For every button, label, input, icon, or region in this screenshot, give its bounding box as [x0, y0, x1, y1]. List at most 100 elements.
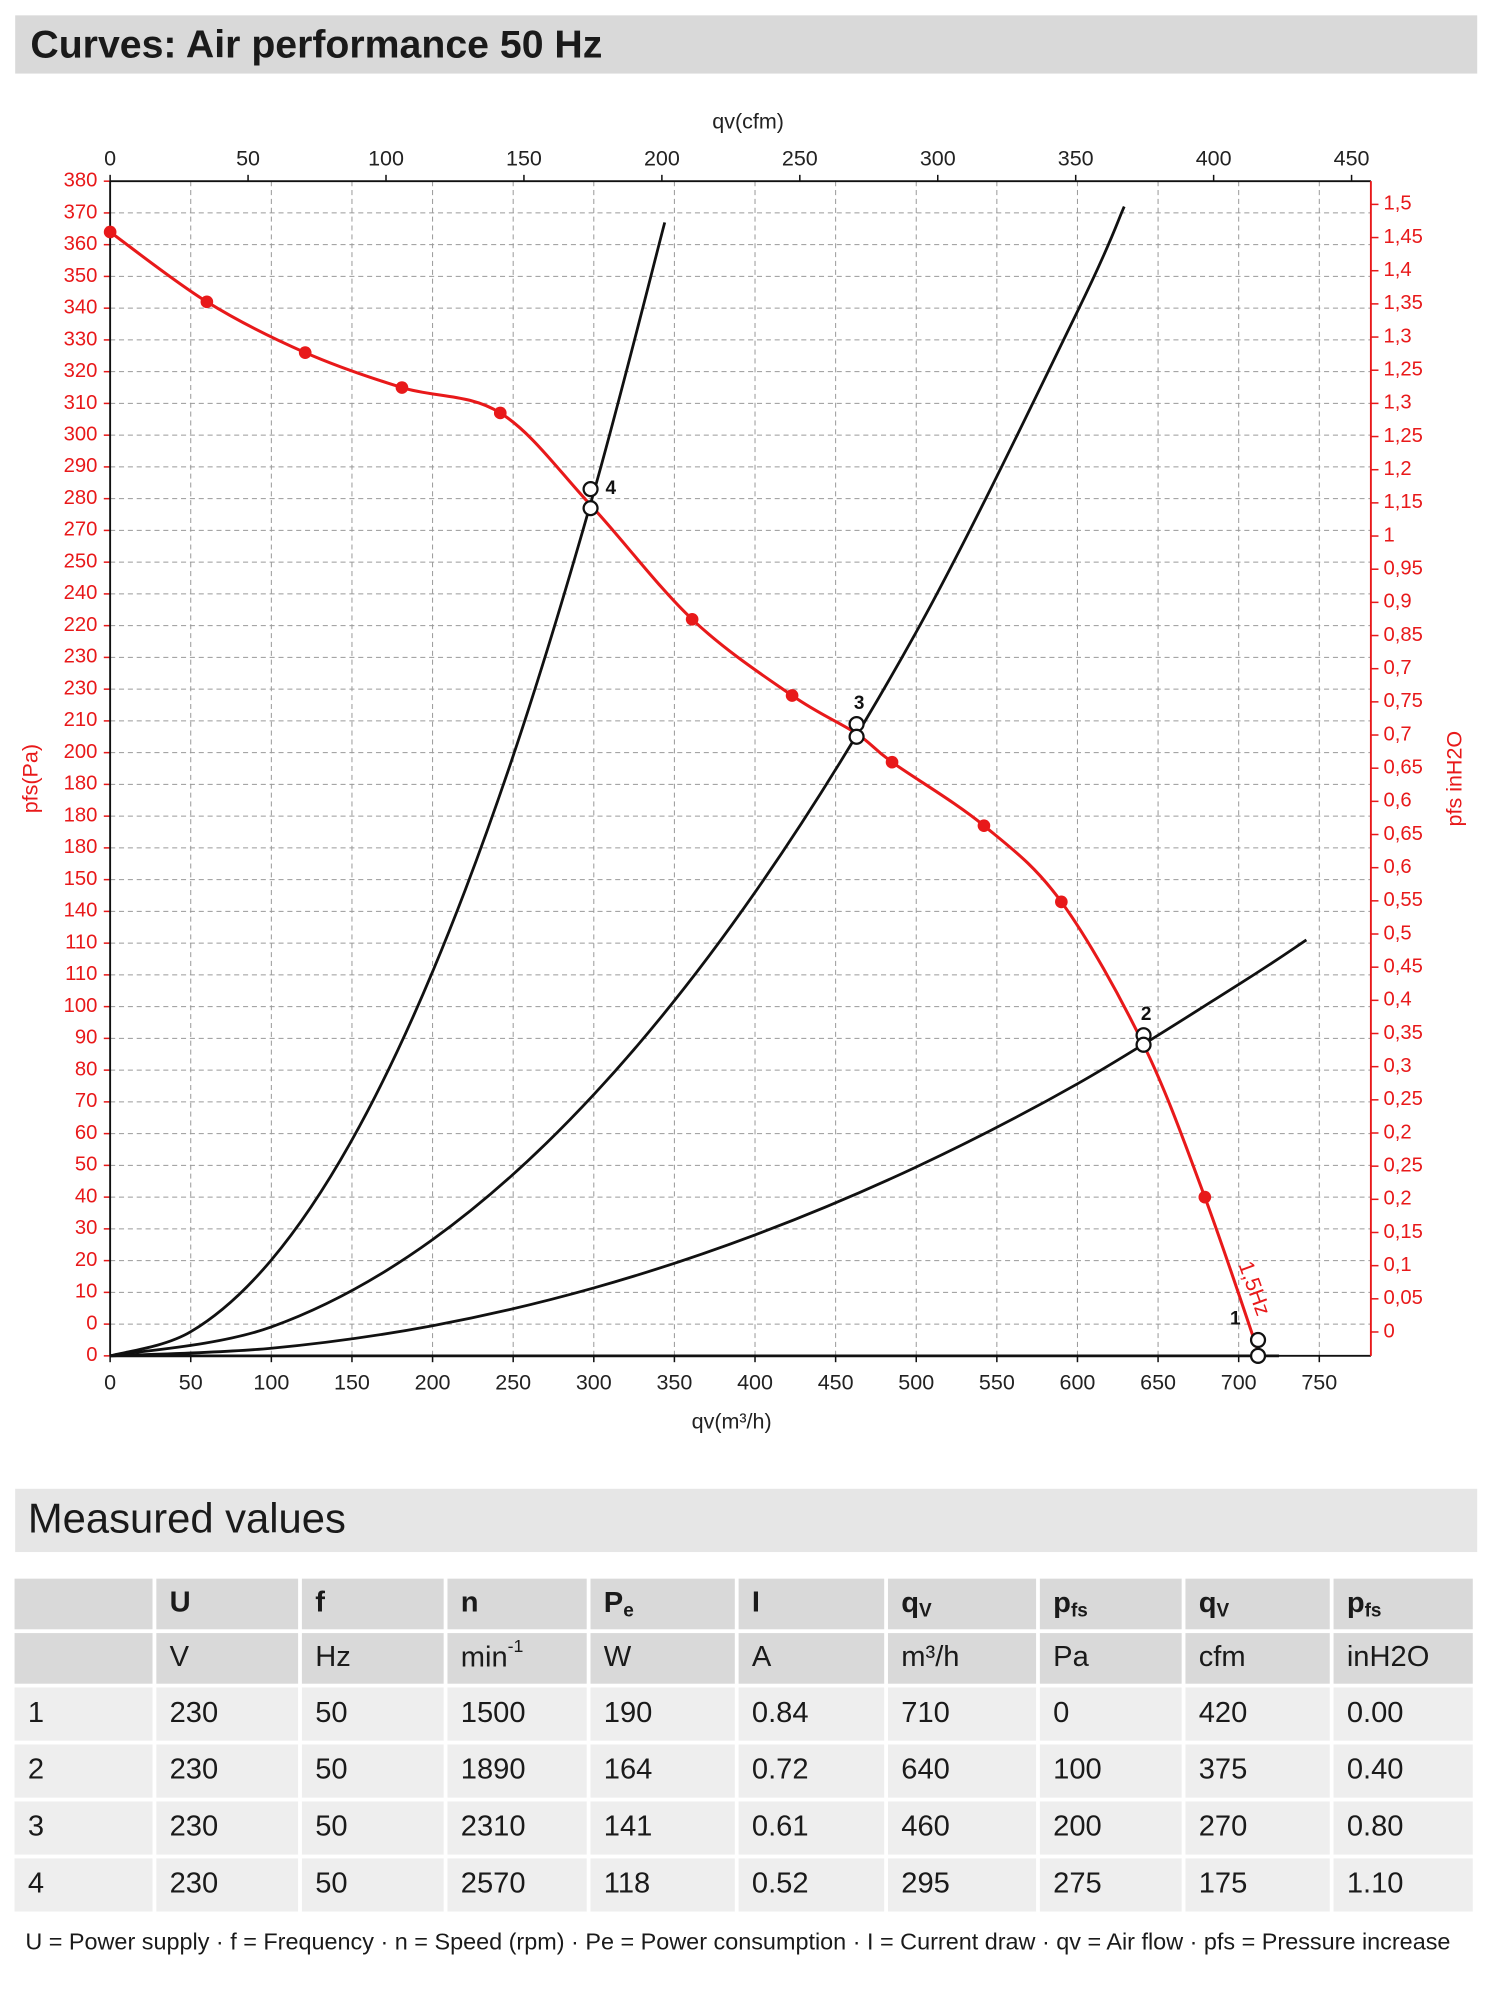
x-axis-title: qv(m³/h) [692, 1410, 772, 1434]
y-tick-label: 180 [64, 836, 98, 858]
table-cell-bg [887, 1744, 1037, 1798]
y-tick-label: 30 [75, 1217, 98, 1239]
table-cell: 2310 [461, 1811, 526, 1843]
x-tick-label: 100 [253, 1370, 289, 1394]
x-tick-label: 150 [334, 1370, 370, 1394]
x-tick-label: 0 [104, 1370, 116, 1394]
operating-point [1249, 1347, 1267, 1364]
operating-point-label: 2 [1141, 1004, 1152, 1025]
table-cell: 3 [28, 1811, 44, 1843]
y-tick-label: 380 [64, 170, 98, 192]
y-tick-label: 0 [86, 1312, 97, 1334]
y2-tick-label: 0,25 [1384, 1155, 1423, 1177]
table-title: Measured values [28, 1495, 346, 1542]
table-cell: 190 [604, 1697, 653, 1729]
table-cell-bg [738, 1801, 885, 1855]
table-cell: 0.61 [752, 1811, 809, 1843]
table-cell: m³/h [901, 1641, 959, 1673]
y-tick-label: 180 [64, 773, 98, 795]
table-cell-bg [887, 1578, 1037, 1630]
table-cell-bg [1185, 1801, 1330, 1855]
y2-tick-label: 0,05 [1384, 1287, 1423, 1309]
y2-tick-label: 0,6 [1384, 856, 1412, 878]
y-tick-label: 230 [64, 646, 98, 668]
y-tick-label: 210 [64, 709, 98, 731]
table-cell: 200 [1053, 1811, 1102, 1843]
y-axis-title: pfs(Pa) [18, 744, 42, 813]
table-cell: 0.00 [1347, 1697, 1404, 1729]
y-tick-label: 220 [64, 614, 98, 636]
table-cell: 1890 [461, 1754, 526, 1786]
table-cell-bg [738, 1578, 885, 1630]
fan-curve-marker [685, 612, 699, 626]
y2-tick-label: 0,65 [1384, 823, 1423, 845]
cell-sub: fs [1365, 1601, 1382, 1622]
y2-tick-label: 0,15 [1384, 1221, 1423, 1243]
table-cell: 50 [315, 1697, 347, 1729]
y-tick-label: 90 [75, 1027, 98, 1049]
table-cell: qV [901, 1587, 932, 1622]
table-cell: 1500 [461, 1697, 526, 1729]
x-tick-label: 200 [415, 1370, 451, 1394]
table-cell-bg [301, 1744, 444, 1798]
y-tick-label: 250 [64, 550, 98, 572]
system-curve [109, 206, 1126, 1358]
x2-tick-label: 100 [368, 146, 404, 170]
table-cell: 295 [901, 1868, 950, 1900]
table-cell-bg [738, 1858, 885, 1912]
table-cell: 50 [315, 1811, 347, 1843]
cell-sub: e [623, 1601, 634, 1622]
y2-tick-label: 0,9 [1384, 591, 1412, 613]
fan-curve-marker [200, 295, 214, 309]
y2-tick-label: 0,95 [1384, 558, 1423, 580]
y2-tick-label: 0,3 [1384, 1055, 1412, 1077]
y-tick-label: 50 [75, 1154, 98, 1176]
table-cell-bg [14, 1744, 153, 1798]
table-cell: 1.10 [1347, 1868, 1404, 1900]
y2-tick-label: 1,25 [1384, 359, 1423, 381]
x2-tick-label: 50 [236, 146, 260, 170]
y2-tick-label: 1,25 [1384, 425, 1423, 447]
operating-point [1135, 1036, 1152, 1053]
y2-tick-label: 0,45 [1384, 956, 1423, 978]
y2-tick-label: 1,15 [1384, 491, 1423, 513]
table-cell-bg [14, 1687, 153, 1741]
x-tick-label: 450 [818, 1370, 854, 1394]
table-cell: W [604, 1641, 632, 1673]
y2-tick-label: 1,4 [1384, 259, 1412, 281]
y-tick-label: 70 [75, 1090, 98, 1112]
table-cell-bg [1333, 1801, 1473, 1855]
system-curve [110, 938, 1308, 1358]
table-cell-bg [590, 1633, 735, 1684]
table-cell: V [170, 1641, 190, 1673]
y-tick-label: 230 [64, 677, 98, 699]
table-cell-bg [887, 1858, 1037, 1912]
x-tick-label: 550 [979, 1370, 1015, 1394]
table-cell-bg [1185, 1687, 1330, 1741]
table-cell: 230 [170, 1868, 219, 1900]
cell-main: p [1347, 1587, 1365, 1619]
cell-main: p [1053, 1587, 1071, 1619]
cell-main: q [1199, 1587, 1217, 1619]
table-cell: 2 [28, 1754, 44, 1786]
y-tick-label: 370 [64, 201, 98, 223]
table-cell: 275 [1053, 1868, 1102, 1900]
y2-tick-label: 0,2 [1384, 1121, 1412, 1143]
y-tick-label: 330 [64, 328, 98, 350]
fan-curve-marker [103, 225, 117, 239]
y-tick-label: 350 [64, 265, 98, 287]
table-cell-bg [590, 1578, 735, 1630]
table-cell-bg [447, 1687, 587, 1741]
y2-tick-label: 0,7 [1384, 723, 1412, 745]
table-cell-bg [738, 1687, 885, 1741]
fan-curve [109, 230, 1262, 1357]
y-tick-label: 290 [64, 455, 98, 477]
y-tick-label: 340 [64, 297, 98, 319]
y2-tick-label: 0,55 [1384, 889, 1423, 911]
fan-curve-marker [493, 406, 507, 420]
table-cell: qV [1199, 1587, 1230, 1622]
table-cell: 50 [315, 1868, 347, 1900]
table-cell: cfm [1199, 1641, 1246, 1673]
table-cell-bg [14, 1801, 153, 1855]
table-cell-bg [301, 1801, 444, 1855]
